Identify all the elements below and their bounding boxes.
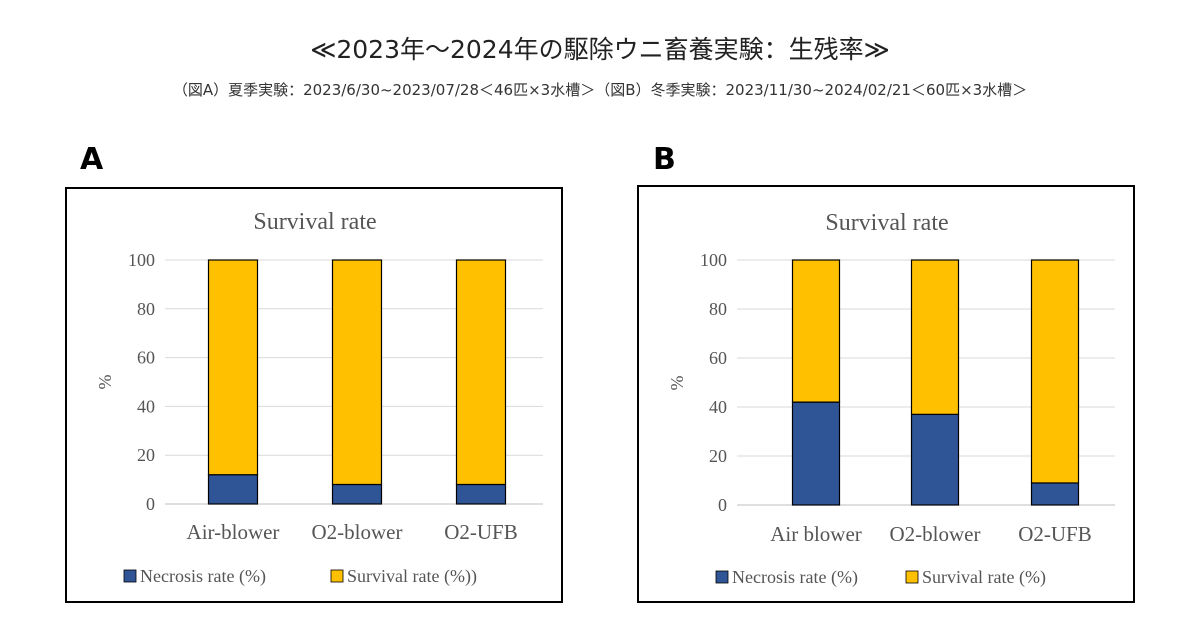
x-tick-label: O2-UFB: [444, 520, 518, 544]
panel-label-a: A: [80, 142, 104, 177]
y-tick-label: 0: [146, 494, 155, 514]
legend-label: Necrosis rate (%): [732, 567, 858, 588]
x-tick-label: O2-blower: [312, 520, 403, 544]
legend-swatch-1: [715, 570, 729, 584]
page-title: ≪2023年～2024年の駆除ウニ畜養実験：生残率≫: [310, 35, 890, 64]
y-tick-label: 100: [700, 250, 727, 270]
y-tick-label: 40: [709, 397, 727, 417]
y-axis-label: %: [95, 375, 115, 390]
legend-swatch-2: [330, 569, 344, 583]
x-tick-label: Air-blower: [187, 520, 280, 544]
legend-label: Survival rate (%): [922, 567, 1046, 588]
y-tick-label: 60: [137, 348, 155, 368]
necrosis-bar-2: [910, 413, 960, 506]
y-tick-label: 20: [137, 445, 155, 465]
survival-bar-2: [910, 259, 960, 415]
y-tick-label: 20: [709, 446, 727, 466]
necrosis-bar-3: [1030, 482, 1080, 506]
y-axis-label: %: [667, 376, 687, 391]
survival-bar-3: [455, 259, 507, 486]
x-tick-label: O2-UFB: [1018, 522, 1092, 546]
survival-bar-3: [1030, 259, 1080, 484]
chart-b-svg: Survival rate 0 20 40 60 80 100% Air blower O2-b…: [667, 210, 1115, 588]
necrosis-bar-3: [455, 483, 507, 505]
chart-a: Survival rate 0 20 40 60 80 100% Air-blower O2-b…: [65, 187, 563, 603]
y-tick-label: 0: [718, 495, 727, 515]
y-tick-label: 100: [128, 250, 155, 270]
necrosis-bar-1: [791, 401, 841, 506]
page-subtitle: （図A）夏季実験：2023/6/30~2023/07/28＜46匹×3水槽＞（図…: [172, 81, 1028, 99]
chart-b: Survival rate 0 20 40 60 80 100% Air blower O2-b…: [637, 185, 1135, 603]
x-tick-label: Air blower: [770, 522, 862, 546]
chart-a-svg: Survival rate 0 20 40 60 80 100% Air-blower O2-b…: [95, 209, 543, 587]
necrosis-bar-2: [331, 483, 383, 505]
chart-title: Survival rate: [825, 210, 948, 236]
survival-bar-1: [791, 259, 841, 403]
legend-label: Necrosis rate (%): [140, 566, 266, 587]
legend-swatch-2: [905, 570, 919, 584]
y-tick-label: 80: [709, 299, 727, 319]
y-tick-label: 60: [709, 348, 727, 368]
survival-bar-2: [331, 259, 383, 486]
legend-swatch-1: [123, 569, 137, 583]
y-tick-label: 80: [137, 299, 155, 319]
necrosis-bar-1: [207, 474, 259, 505]
chart-title: Survival rate: [253, 209, 376, 235]
y-tick-label: 40: [137, 396, 155, 416]
legend-label: Survival rate (%)): [347, 566, 477, 587]
x-tick-label: O2-blower: [890, 522, 981, 546]
panel-label-b: B: [653, 142, 676, 177]
survival-bar-1: [207, 259, 259, 476]
